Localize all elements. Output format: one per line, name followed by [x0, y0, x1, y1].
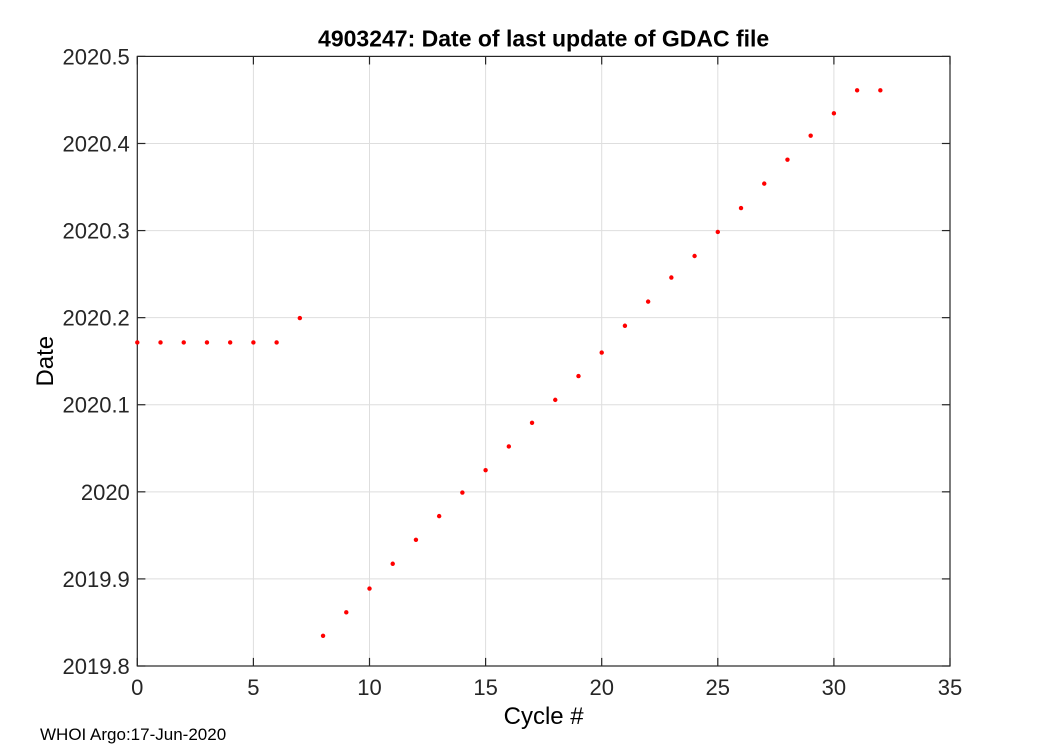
data-point	[599, 350, 604, 355]
y-tick-label: 2020.4	[63, 131, 130, 156]
data-point	[436, 513, 442, 519]
data-point	[808, 133, 813, 138]
y-tick-label: 2020.5	[63, 44, 130, 69]
x-tick-label: 20	[589, 675, 613, 700]
x-tick-label: 35	[938, 675, 962, 700]
data-point	[135, 340, 140, 345]
data-point	[529, 420, 535, 425]
data-point	[645, 299, 651, 304]
data-point	[227, 340, 233, 345]
data-point	[692, 253, 697, 259]
data-point	[553, 397, 558, 403]
data-point	[669, 275, 674, 280]
y-axis-label: Date	[32, 336, 59, 387]
data-point	[413, 537, 419, 543]
data-point	[344, 610, 349, 615]
data-point	[878, 88, 883, 93]
data-point	[460, 490, 465, 495]
data-point	[181, 340, 186, 345]
data-point	[715, 229, 720, 235]
data-point	[576, 373, 581, 379]
data-point	[483, 467, 488, 473]
x-axis-label: Cycle #	[504, 703, 585, 730]
tick-labels: 0 5 10 15 20 25 30 35 2019.8 2019.9 2020 2020.1 2020…	[63, 44, 963, 700]
data-points	[135, 88, 883, 638]
x-tick-label: 30	[822, 675, 846, 700]
data-point	[831, 111, 837, 116]
axis-ticks	[136, 55, 951, 667]
plot-border	[136, 55, 951, 667]
data-point	[297, 315, 303, 321]
data-point	[622, 323, 628, 328]
y-tick-label: 2020.2	[63, 306, 130, 331]
data-point	[320, 633, 326, 638]
y-tick-label: 2019.8	[63, 654, 130, 679]
y-tick-label: 2019.9	[63, 567, 130, 592]
data-point	[367, 586, 372, 591]
data-point	[854, 88, 860, 93]
chart-title: 4903247: Date of last update of GDAC fil…	[318, 26, 769, 52]
data-point	[738, 205, 744, 211]
data-point	[251, 340, 256, 345]
grid-lines	[137, 56, 950, 666]
data-point	[158, 340, 163, 345]
y-tick-label: 2020.3	[63, 219, 130, 244]
x-tick-label: 10	[357, 675, 381, 700]
data-point	[204, 340, 210, 345]
data-point	[506, 444, 512, 449]
footer-annotation: WHOI Argo:17-Jun-2020	[40, 725, 226, 744]
axis-box	[136, 55, 951, 667]
y-tick-label: 2020.1	[63, 393, 130, 418]
x-tick-label: 0	[131, 675, 143, 700]
data-point	[762, 181, 767, 186]
data-point	[274, 340, 279, 345]
data-point	[390, 561, 395, 566]
data-point	[785, 157, 790, 162]
x-tick-label: 5	[247, 675, 259, 700]
y-tick-label: 2020	[81, 480, 130, 505]
x-tick-label: 25	[706, 675, 730, 700]
x-tick-label: 15	[473, 675, 497, 700]
